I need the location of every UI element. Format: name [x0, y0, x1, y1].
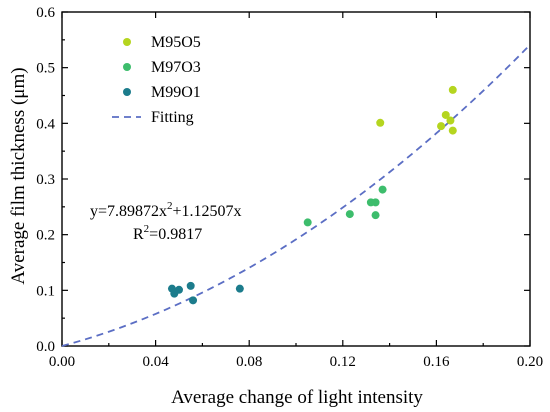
x-tick-label: 0.04 — [142, 354, 169, 370]
y-tick-label: 0.6 — [36, 5, 55, 21]
y-tick-label: 0.4 — [36, 116, 55, 132]
data-point-m95o5 — [448, 126, 457, 135]
fit-curve — [61, 44, 531, 347]
data-point-m97o3 — [303, 218, 312, 227]
fit-equation-text: y=7.89872x2+1.12507x — [90, 200, 242, 220]
y-tick-label: 0.0 — [36, 339, 55, 355]
data-point-m95o5 — [437, 122, 446, 131]
data-point-m95o5 — [448, 85, 457, 94]
legend-label-m99o1: M99O1 — [151, 84, 201, 101]
data-point-m99o1 — [189, 296, 198, 305]
x-tick-label: 0.00 — [49, 354, 75, 370]
x-axis-title: Average change of light intensity — [171, 387, 423, 408]
plot-frame — [61, 11, 531, 347]
data-point-m99o1 — [175, 285, 183, 294]
data-point-m97o3 — [371, 198, 380, 207]
legend-marker-m99o1 — [123, 88, 131, 96]
y-tick-label: 0.1 — [36, 283, 55, 299]
data-point-m99o1 — [235, 284, 244, 293]
x-tick-label: 0.08 — [236, 354, 262, 370]
y-tick-label: 0.3 — [36, 172, 55, 188]
data-point-m95o5 — [446, 116, 455, 125]
y-tick-label: 0.5 — [36, 61, 55, 77]
legend-label-m95o5: M95O5 — [151, 34, 201, 51]
x-tick-label: 0.20 — [517, 354, 543, 370]
data-point-m95o5 — [376, 118, 385, 127]
y-tick-label: 0.2 — [36, 228, 55, 244]
legend-marker-m97o3 — [123, 63, 131, 71]
x-tick-label: 0.12 — [330, 354, 356, 370]
y-axis-title: Average film thickness (μm) — [8, 67, 29, 284]
data-point-m95o5 — [441, 110, 450, 119]
fit-equation: y=7.89872x2+1.12507x R2=0.9817 — [90, 200, 242, 243]
data-point-m97o3 — [371, 211, 380, 220]
data-point-m97o3 — [345, 210, 354, 219]
legend-label-m97o3: M97O3 — [151, 59, 201, 76]
x-tick-label: 0.16 — [423, 354, 450, 370]
data-point-m97o3 — [378, 185, 387, 194]
legend-marker-m95o5 — [123, 38, 131, 46]
legend: M95O5 M97O3 M99O1 Fitting — [112, 34, 201, 126]
r-squared-text: R2=0.9817 — [133, 223, 202, 243]
data-point-m99o1 — [186, 281, 195, 290]
legend-label-fitting: Fitting — [151, 109, 194, 126]
